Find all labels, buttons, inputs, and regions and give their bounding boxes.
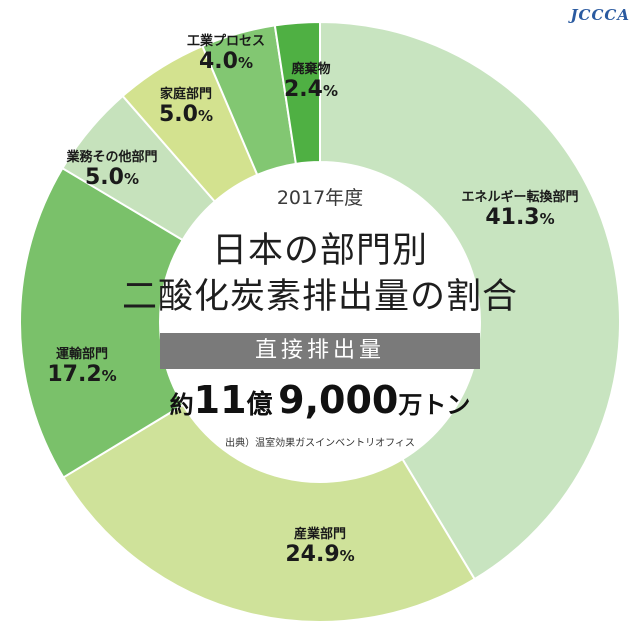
- slice-percent-label: 24.9%: [285, 542, 355, 567]
- chart-year: 2017年度: [276, 187, 364, 209]
- slice-label-7: 廃棄物 2.4%: [284, 58, 338, 102]
- slice-category-label: 産業部門: [293, 527, 346, 542]
- slice-label-5: 家庭部門 5.0%: [159, 83, 213, 127]
- slice-percent-label: 2.4%: [283, 77, 339, 102]
- total-value1: 11: [193, 378, 247, 422]
- percent-sign: %: [101, 367, 117, 385]
- slice-label-4: 業務その他部門 5.0%: [66, 146, 157, 190]
- slice-category-label: エネルギー転換部門: [461, 190, 579, 205]
- slice-2: [62, 403, 476, 623]
- chart-subtitle-band: 直接排出量: [160, 333, 480, 369]
- total-prefix: 約: [169, 391, 194, 419]
- slice-percent-label: 4.0%: [198, 49, 254, 74]
- chart-title-line2: 二酸化炭素排出量の割合: [121, 277, 518, 317]
- percent-sign: %: [237, 54, 254, 72]
- total-mid: 億: [246, 390, 273, 420]
- percent-sign: %: [197, 107, 214, 125]
- slice-label-2: 産業部門 24.9%: [285, 523, 354, 567]
- slice-category-label: 業務その他部門: [66, 150, 158, 165]
- percent-sign: %: [539, 210, 555, 228]
- slice-category-label: 廃棄物: [291, 62, 331, 77]
- slice-category-label: 運輸部門: [55, 347, 108, 362]
- logo: JCCCA: [570, 6, 630, 24]
- slice-percent-label: 17.2%: [47, 362, 117, 387]
- total-value2: 9,000: [278, 378, 399, 422]
- chart-title-line1: 日本の部門別: [211, 231, 428, 271]
- slice-7: [273, 20, 321, 165]
- slice-label-3: 運輸部門 17.2%: [47, 343, 116, 387]
- total-unit: 万トン: [398, 391, 471, 419]
- slice-category-label: 家庭部門: [159, 87, 213, 102]
- slice-label-6: 工業プロセス 4.0%: [187, 30, 265, 74]
- source-note: 出典）温室効果ガスインベントリオフィス: [225, 438, 415, 449]
- percent-sign: %: [339, 547, 355, 565]
- percent-sign: %: [123, 170, 140, 188]
- slice-label-1: エネルギー転換部門 41.3%: [461, 186, 578, 230]
- slice-percent-label: 5.0%: [158, 102, 214, 127]
- slice-1: [319, 20, 621, 581]
- slice-percent-label: 5.0%: [84, 165, 140, 190]
- percent-sign: %: [322, 82, 339, 100]
- total-emissions: 約11億 9,000万トン: [0, 378, 640, 422]
- slice-category-label: 工業プロセス: [186, 34, 266, 49]
- slice-percent-label: 41.3%: [485, 205, 555, 230]
